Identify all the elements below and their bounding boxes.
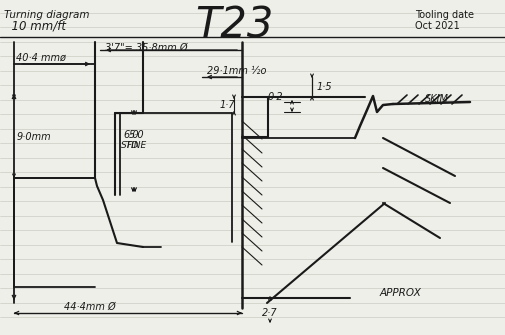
Text: 0·2: 0·2 bbox=[268, 92, 284, 102]
Text: FINE: FINE bbox=[127, 140, 147, 149]
Text: 3'7"= 35·8mm Ø: 3'7"= 35·8mm Ø bbox=[105, 43, 187, 53]
Text: APPROX: APPROX bbox=[380, 288, 422, 298]
Text: 1·7: 1·7 bbox=[220, 100, 236, 110]
Text: 44·4mm Ø: 44·4mm Ø bbox=[64, 302, 116, 312]
Text: 1·5: 1·5 bbox=[317, 82, 333, 92]
Text: 5·0: 5·0 bbox=[129, 130, 144, 140]
Text: 29·1mm ½o: 29·1mm ½o bbox=[207, 66, 267, 76]
Text: Tooling date: Tooling date bbox=[415, 10, 474, 20]
Text: STD: STD bbox=[121, 140, 139, 149]
Text: 2·7: 2·7 bbox=[262, 308, 278, 318]
Text: Oct 2021: Oct 2021 bbox=[415, 21, 460, 31]
Text: Turning diagram: Turning diagram bbox=[4, 10, 89, 20]
Text: 9·0mm: 9·0mm bbox=[17, 133, 52, 142]
Text: SKIM: SKIM bbox=[425, 94, 449, 104]
Text: 6·0: 6·0 bbox=[123, 130, 139, 140]
Text: 40·4 mmø: 40·4 mmø bbox=[16, 53, 66, 63]
Text: T23: T23 bbox=[195, 4, 273, 46]
Text: 10 mm/ft: 10 mm/ft bbox=[4, 19, 66, 32]
